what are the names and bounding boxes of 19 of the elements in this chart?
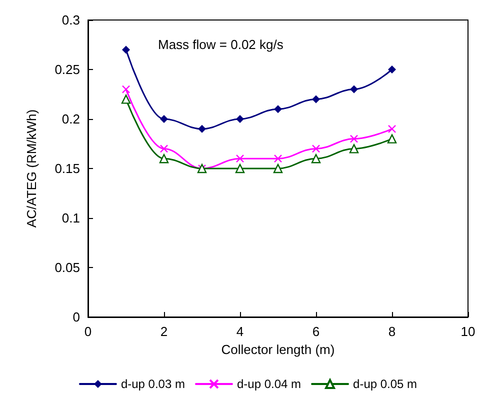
y-tick-label: 0.3	[62, 12, 80, 28]
y-axis-title: AC/ATEG (RM/kWh)	[24, 109, 39, 228]
y-tick-label: 0.25	[54, 62, 80, 77]
x-tick-label: 4	[236, 324, 244, 339]
legend-label: d-up 0.04 m	[236, 377, 302, 391]
x-tick-label: 6	[312, 324, 320, 339]
legend-label: d-up 0.03 m	[120, 377, 185, 391]
x-tick-label: 0	[84, 324, 92, 339]
y-tick-label: 0.15	[54, 161, 80, 176]
annotation: Mass flow = 0.02 kg/s	[158, 37, 284, 52]
y-tick-label: 0.2	[62, 112, 80, 126]
y-tick-label: 0.1	[62, 210, 80, 226]
x-tick-label: 2	[160, 324, 168, 339]
x-tick-label: 8	[388, 324, 396, 339]
x-axis-title: Collector length (m)	[221, 342, 335, 357]
y-tick-label: 0.05	[54, 260, 80, 275]
x-tick-label: 10	[460, 324, 476, 339]
y-tick-label: 0	[72, 310, 80, 324]
legend-label: d-up 0.05 m	[353, 377, 418, 391]
